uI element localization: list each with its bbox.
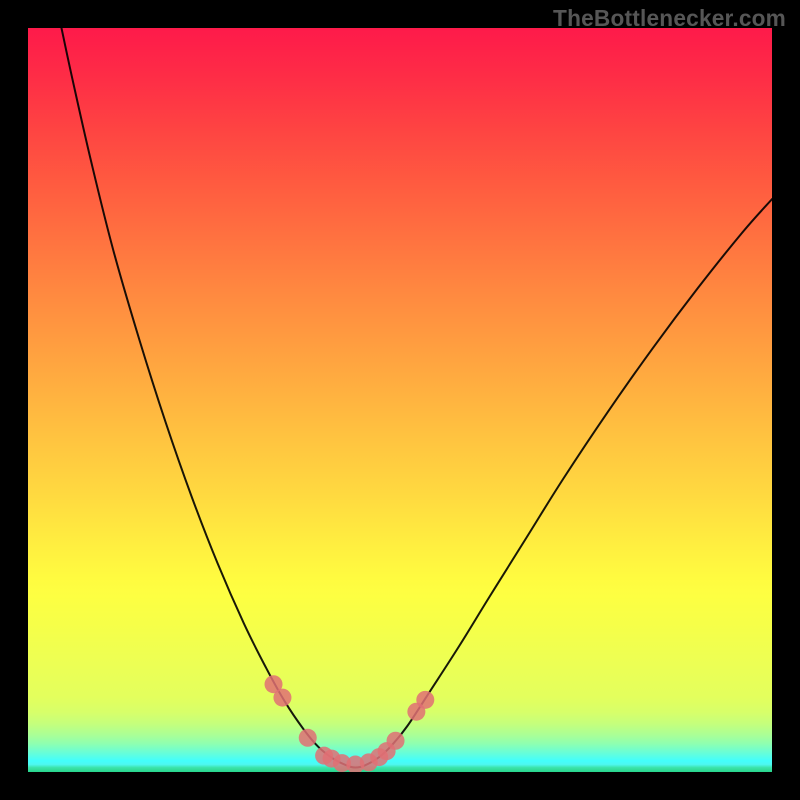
- marker-dot: [416, 691, 434, 709]
- marker-dot: [273, 689, 291, 707]
- marker-dot: [387, 732, 405, 750]
- plot-gradient-rect: [28, 28, 772, 772]
- watermark-text: TheBottlenecker.com: [553, 5, 786, 32]
- marker-dot: [299, 729, 317, 747]
- chart-frame: TheBottlenecker.com: [0, 0, 800, 800]
- chart-svg: [0, 0, 800, 800]
